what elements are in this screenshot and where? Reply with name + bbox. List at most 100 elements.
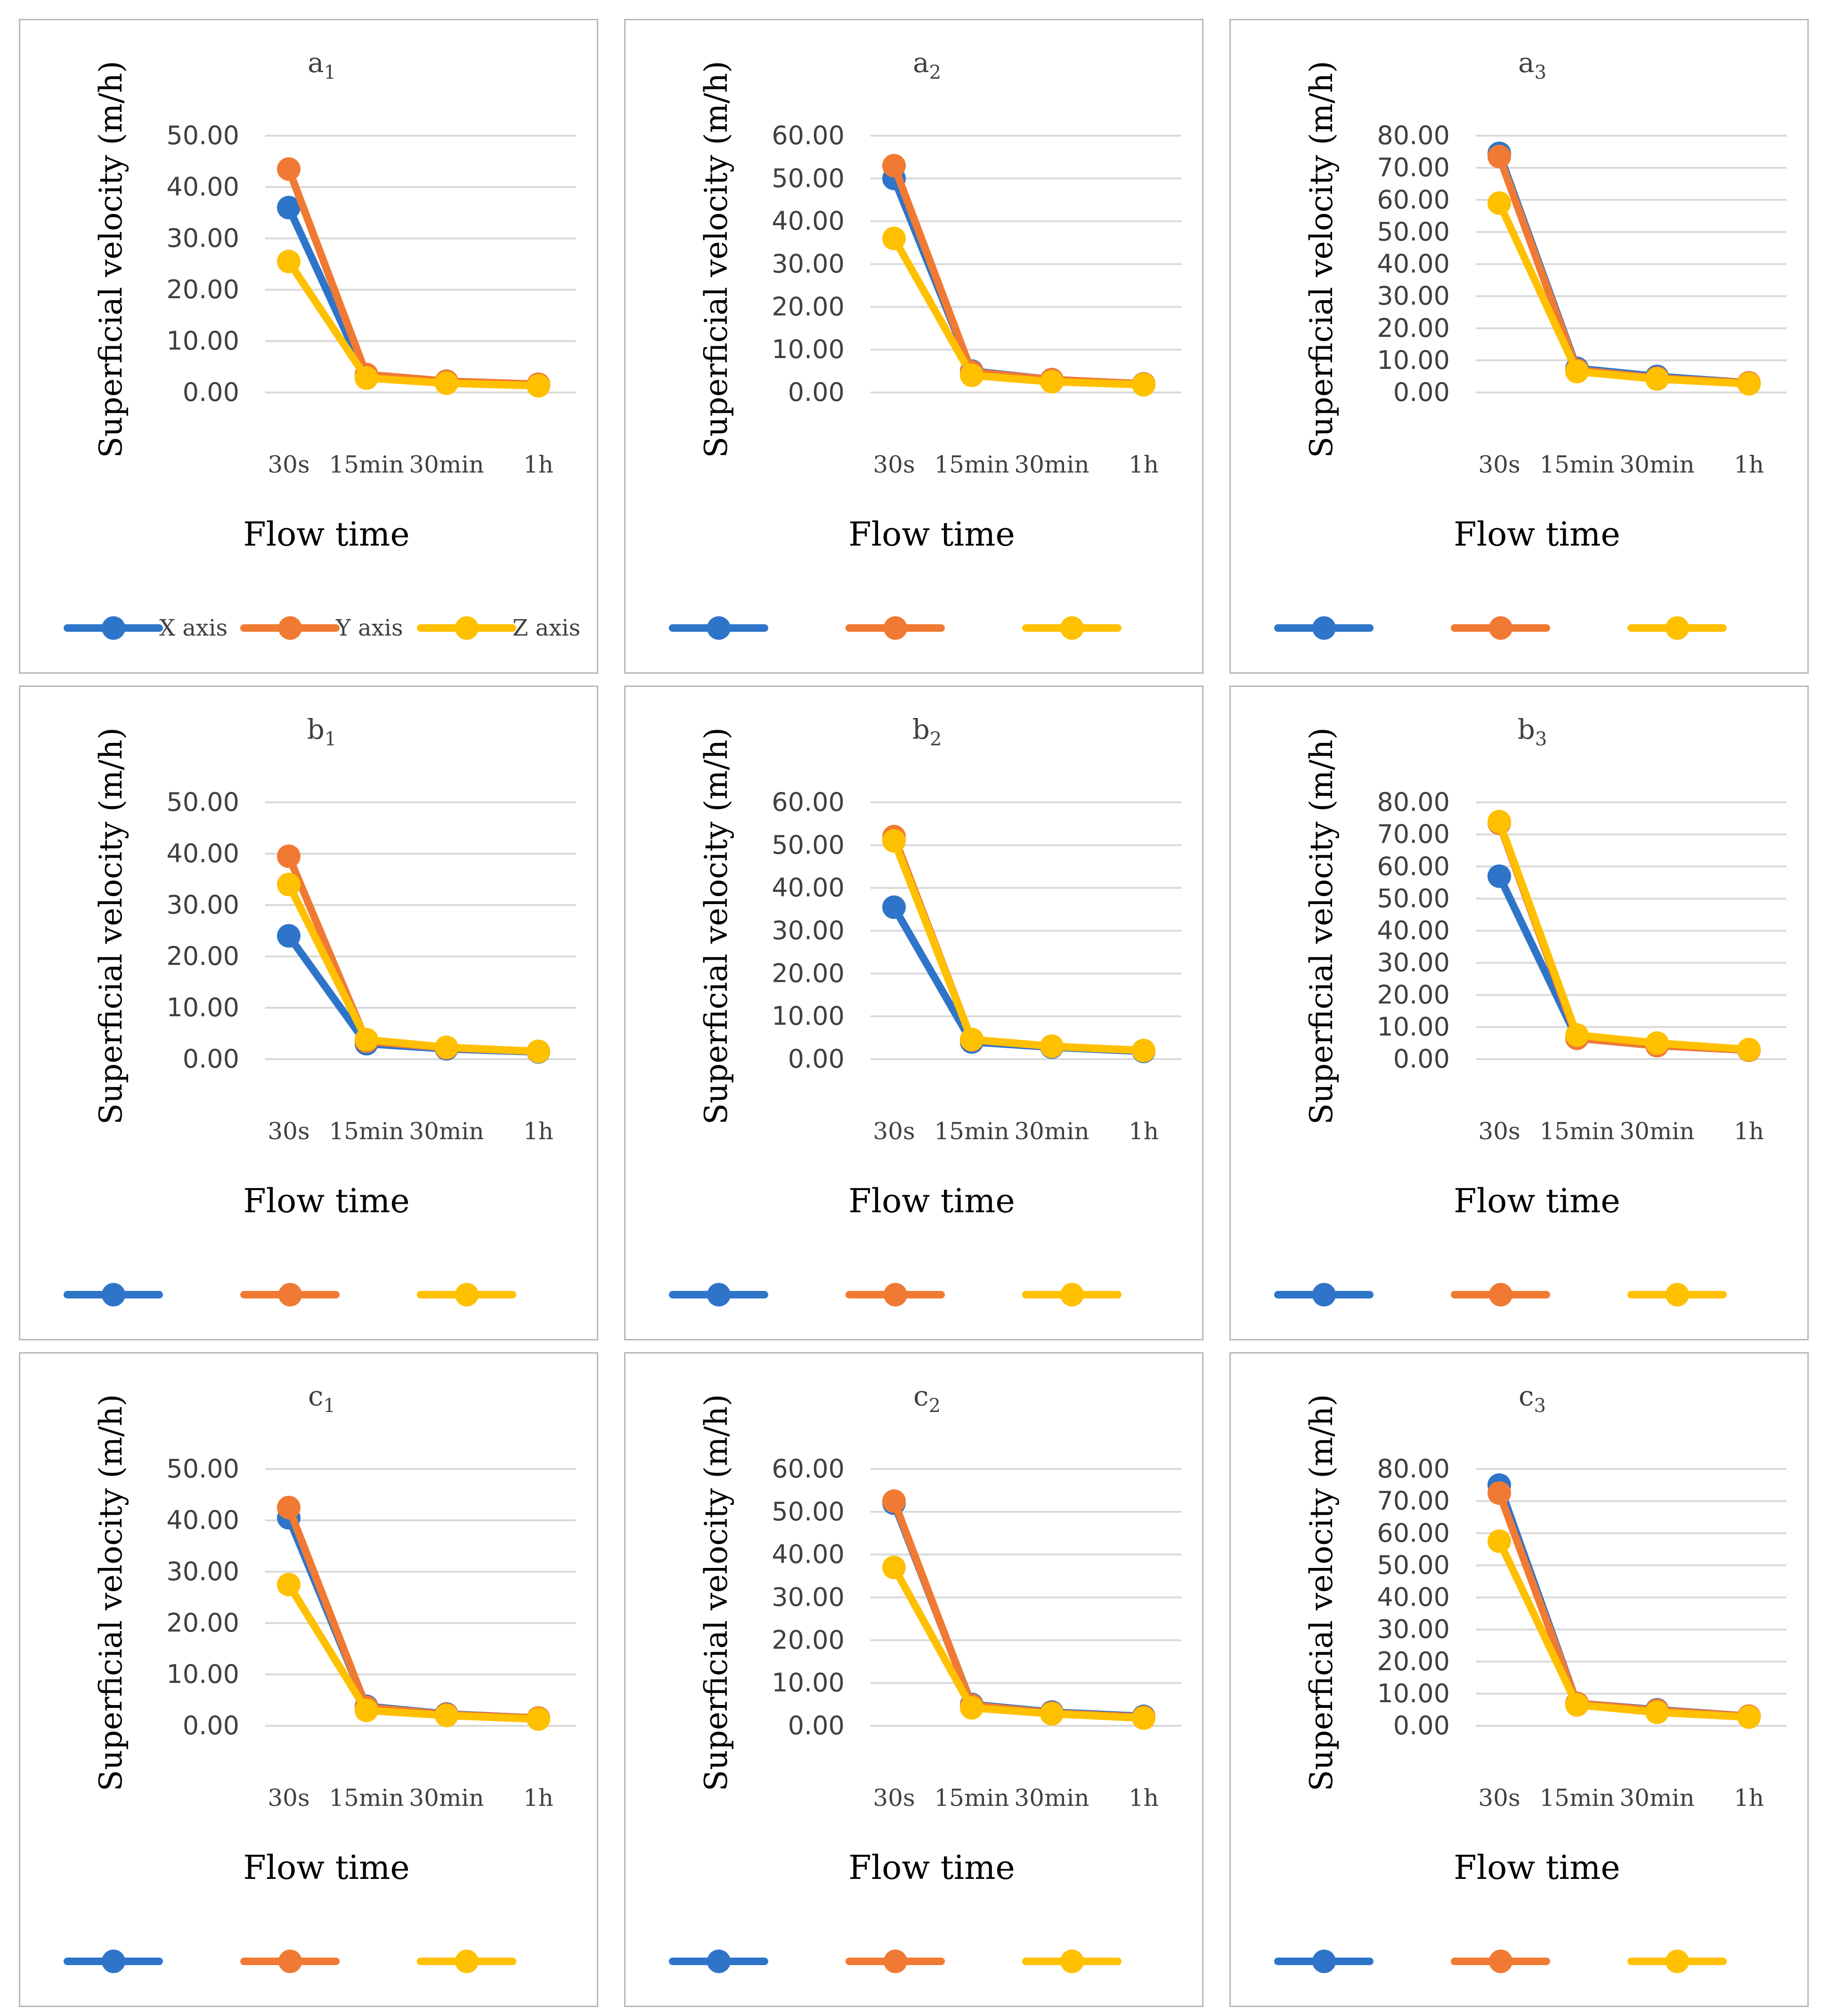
data-point-z <box>1645 367 1669 391</box>
y-axis-label: Superficial velocity (m/h) <box>93 1394 129 1791</box>
series-line-z <box>890 235 1147 389</box>
data-point-x <box>1488 864 1511 888</box>
x-tick-label: 15min <box>1539 1784 1614 1812</box>
legend-marker-x <box>102 616 125 640</box>
chart-panel-a2: a2 Superficial velocity (m/h) 60.00 50.00 40… <box>624 19 1203 674</box>
data-point-z <box>1132 1038 1155 1062</box>
legend-marker-z <box>1060 1950 1084 1973</box>
legend-marker-y <box>884 1283 907 1306</box>
legend-marker-x <box>102 1283 125 1306</box>
data-point-y <box>277 1495 301 1519</box>
y-tick-label: 10.00 <box>166 993 239 1022</box>
series-line-y <box>1496 819 1753 1054</box>
data-point-y <box>277 844 301 868</box>
data-point-z <box>1040 1702 1064 1726</box>
series-line-z <box>1496 1537 1753 1721</box>
y-tick-label: 20.00 <box>772 1625 845 1655</box>
data-point-z <box>1565 1023 1589 1047</box>
series-line-z <box>890 1563 1147 1722</box>
chart-panel-c3: c3 Superficial velocity (m/h) 80.00 70.00 60… <box>1229 1352 1809 2007</box>
y-tick-label: 50.00 <box>772 163 845 193</box>
legend-marker-y <box>278 1283 302 1306</box>
y-tick-label: 10.00 <box>166 1659 239 1689</box>
y-tick-label: 50.00 <box>1377 1550 1450 1580</box>
x-tick-label: 30s <box>1478 1784 1520 1812</box>
y-axis-label: Superficial velocity (m/h) <box>698 61 734 458</box>
x-tick-label: 30min <box>1014 1118 1089 1145</box>
x-tick-label: 1h <box>1129 451 1159 478</box>
legend-marker-x <box>707 1283 731 1306</box>
y-tick-label: 40.00 <box>166 172 239 202</box>
legend-marker-y <box>278 1950 302 1973</box>
y-tick-label: 20.00 <box>772 958 845 988</box>
y-tick-label: 10.00 <box>1377 1012 1450 1042</box>
x-tick-label: 30min <box>409 1118 484 1145</box>
chart-panel-b1: b1 Superficial velocity (m/h) 50.00 40.00 30… <box>19 686 598 1340</box>
chart-panel-a1: a1 Superficial velocity (m/h) 50.00 40.00 30… <box>19 19 598 674</box>
legend-marker-z <box>1060 1283 1084 1306</box>
series-line-x <box>890 174 1147 388</box>
x-tick-label: 30min <box>1619 1784 1694 1812</box>
series-line-y <box>285 1503 542 1722</box>
data-point-z <box>960 1696 984 1720</box>
data-point-z <box>1132 373 1155 397</box>
series-line-y <box>890 162 1147 388</box>
series-line-z <box>285 258 542 390</box>
chart-title: b2 <box>912 713 942 750</box>
chart-svg-c1: c1 Superficial velocity (m/h) 50.00 40.00 30… <box>64 1380 576 1973</box>
series-line-x <box>285 1514 542 1722</box>
data-point-z <box>1737 1705 1761 1729</box>
y-tick-label: 10.00 <box>772 1001 845 1031</box>
data-point-z <box>1737 372 1761 396</box>
chart-svg-a2: a2 Superficial velocity (m/h) 60.00 50.00 40… <box>669 47 1181 640</box>
x-tick-label: 15min <box>934 451 1009 478</box>
y-tick-label: 20.00 <box>1377 1647 1450 1676</box>
series-line-z <box>285 1581 542 1723</box>
y-tick-label: 10.00 <box>166 326 239 356</box>
y-tick-label: 30.00 <box>166 1557 239 1586</box>
y-tick-label: 10.00 <box>772 335 845 364</box>
x-tick-label: 30min <box>409 1784 484 1812</box>
data-point-z <box>882 227 906 250</box>
data-point-y <box>1488 145 1511 169</box>
data-point-z <box>277 250 301 274</box>
y-tick-label: 30.00 <box>772 1583 845 1612</box>
x-tick-label: 1h <box>1129 1784 1159 1812</box>
chart-title: c3 <box>1519 1380 1546 1417</box>
y-tick-label: 60.00 <box>1377 1518 1450 1548</box>
x-axis-label: Flow time <box>1454 1848 1620 1887</box>
legend-marker-x <box>1312 1950 1336 1973</box>
y-tick-label: 40.00 <box>1377 1583 1450 1612</box>
x-axis-label: Flow time <box>1454 1182 1620 1220</box>
y-tick-label: 0.00 <box>1393 1711 1450 1740</box>
y-axis-label: Superficial velocity (m/h) <box>698 1394 734 1791</box>
x-tick-label: 15min <box>329 1118 404 1145</box>
data-point-z <box>355 1028 378 1052</box>
x-tick-label: 1h <box>523 1784 553 1812</box>
series-line-z <box>1496 817 1753 1053</box>
y-tick-label: 70.00 <box>1377 153 1450 182</box>
data-point-z <box>527 1039 550 1063</box>
y-tick-label: 20.00 <box>166 275 239 304</box>
chart-panel-c2: c2 Superficial velocity (m/h) 60.00 50.00 40… <box>624 1352 1203 2007</box>
y-axis-label: Superficial velocity (m/h) <box>93 61 129 458</box>
x-tick-label: 15min <box>329 1784 404 1812</box>
legend-marker-x <box>102 1950 125 1973</box>
chart-title: b1 <box>307 713 337 750</box>
y-tick-label: 70.00 <box>1377 819 1450 849</box>
data-point-z <box>355 1698 378 1722</box>
y-tick-label: 80.00 <box>1377 121 1450 150</box>
y-tick-label: 80.00 <box>1377 787 1450 817</box>
chart-title: a3 <box>1518 47 1546 83</box>
y-tick-label: 40.00 <box>1377 249 1450 279</box>
y-axis-label: Superficial velocity (m/h) <box>93 727 129 1125</box>
y-tick-label: 30.00 <box>166 223 239 253</box>
chart-panel-b2: b2 Superficial velocity (m/h) 60.00 50.00 40… <box>624 686 1203 1340</box>
y-axis-label: Superficial velocity (m/h) <box>698 727 734 1125</box>
x-tick-label: 1h <box>1734 1118 1764 1145</box>
data-point-z <box>1645 1700 1669 1724</box>
series-line-z <box>285 881 542 1055</box>
y-tick-label: 40.00 <box>772 873 845 903</box>
legend-marker-z <box>1666 1950 1689 1973</box>
data-point-x <box>277 196 301 220</box>
